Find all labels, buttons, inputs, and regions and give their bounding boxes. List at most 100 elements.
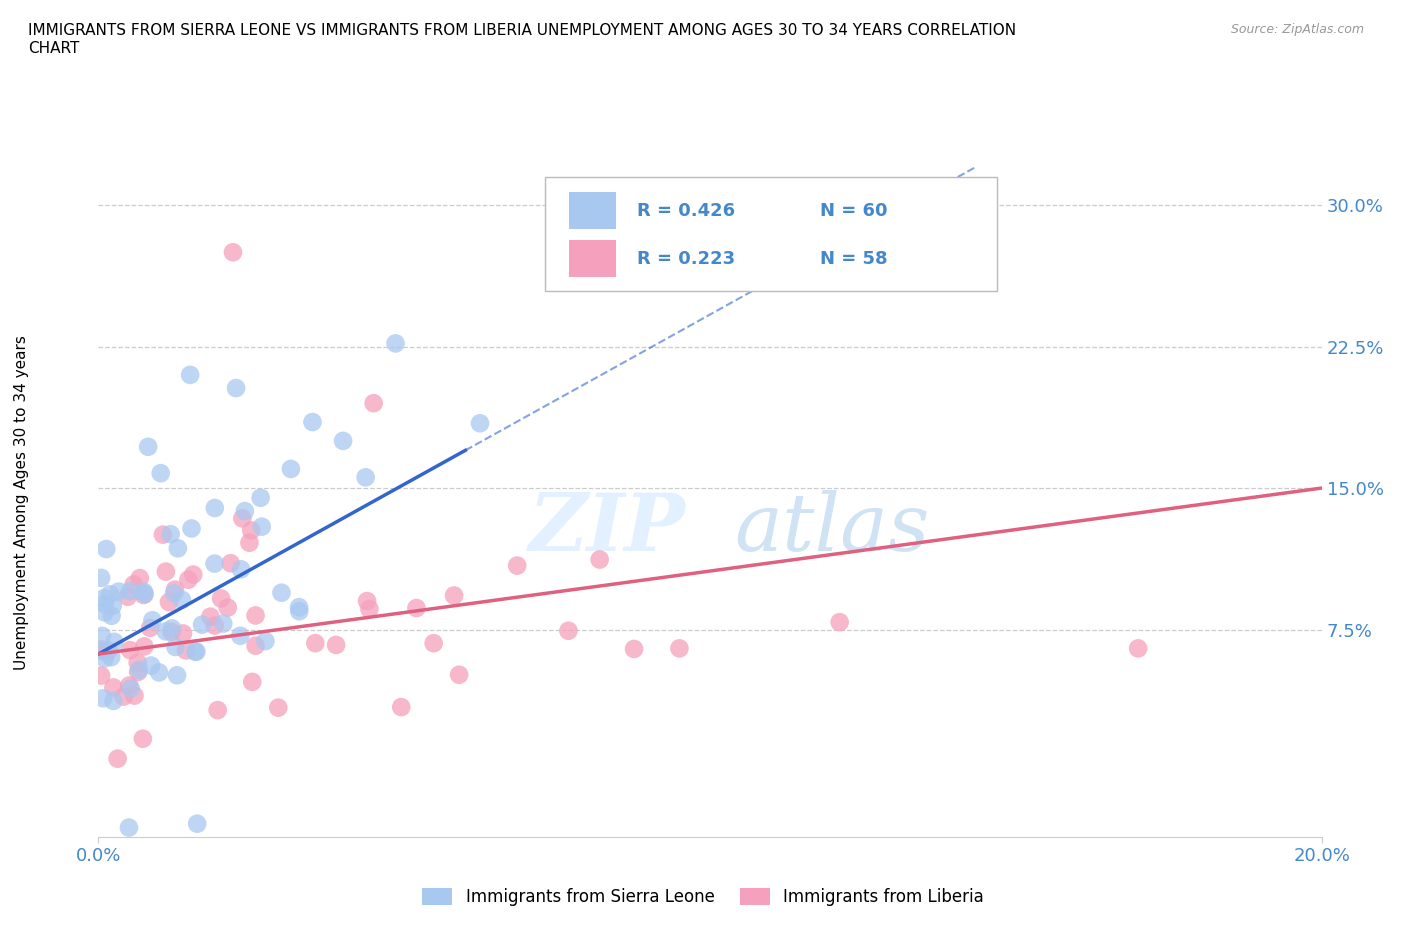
Point [134, 587, 156, 602]
Point [120, 681, 142, 696]
Point [98, 587, 121, 602]
Point [160, 625, 183, 640]
Point [181, 567, 204, 582]
Point [217, 600, 239, 615]
Point [118, 820, 141, 835]
Point [240, 674, 263, 689]
Point [250, 519, 273, 534]
Point [97, 644, 120, 658]
Point [204, 556, 226, 571]
Point [280, 461, 302, 476]
Point [468, 416, 491, 431]
Point [118, 678, 141, 693]
Text: atlas: atlas [734, 490, 929, 567]
Point [207, 703, 229, 718]
Point [117, 590, 139, 604]
Point [172, 626, 194, 641]
Point [225, 380, 247, 395]
Point [94, 597, 117, 612]
Point [122, 577, 145, 591]
Text: R = 0.223: R = 0.223 [637, 250, 735, 268]
Point [155, 624, 177, 639]
Point [332, 433, 354, 448]
Point [148, 665, 170, 680]
Point [240, 523, 263, 538]
Point [623, 642, 645, 657]
Point [179, 367, 201, 382]
Point [229, 629, 252, 644]
Point [363, 396, 385, 411]
Point [301, 415, 323, 430]
Point [159, 526, 181, 541]
Point [90, 668, 112, 683]
Point [588, 552, 610, 567]
Text: Unemployment Among Ages 30 to 34 years: Unemployment Among Ages 30 to 34 years [14, 335, 28, 670]
Point [127, 664, 149, 679]
Point [152, 527, 174, 542]
Point [212, 616, 235, 631]
Point [112, 689, 135, 704]
Text: Source: ZipAtlas.com: Source: ZipAtlas.com [1230, 23, 1364, 36]
Point [245, 608, 267, 623]
Point [506, 558, 529, 573]
Point [120, 584, 142, 599]
Point [177, 572, 200, 587]
Point [124, 688, 146, 703]
Point [219, 556, 242, 571]
Point [186, 817, 208, 831]
Point [160, 621, 183, 636]
Point [229, 562, 252, 577]
Point [103, 680, 125, 695]
Point [443, 588, 465, 603]
Point [384, 336, 406, 351]
Point [325, 637, 347, 652]
Point [127, 656, 149, 671]
Point [132, 731, 155, 746]
FancyBboxPatch shape [569, 193, 616, 229]
Point [132, 584, 155, 599]
Point [128, 662, 150, 677]
Point [231, 511, 253, 525]
Point [163, 586, 186, 601]
Point [180, 521, 202, 536]
Point [204, 618, 226, 633]
Point [90, 570, 112, 585]
Point [101, 598, 124, 613]
Point [166, 541, 188, 556]
Point [1128, 641, 1150, 656]
Point [405, 601, 427, 616]
Point [163, 582, 186, 597]
Point [166, 668, 188, 683]
Point [304, 636, 326, 651]
Point [254, 633, 277, 648]
Point [93, 644, 115, 658]
Point [136, 439, 159, 454]
Point [222, 245, 245, 259]
Point [200, 609, 222, 624]
Point [356, 593, 378, 608]
Point [204, 500, 226, 515]
Point [103, 694, 125, 709]
Point [90, 642, 112, 657]
Legend: Immigrants from Sierra Leone, Immigrants from Liberia: Immigrants from Sierra Leone, Immigrants… [416, 881, 990, 912]
Point [93, 591, 115, 605]
Text: R = 0.426: R = 0.426 [637, 202, 735, 219]
Point [139, 620, 162, 635]
Point [165, 640, 187, 655]
Point [100, 650, 122, 665]
Point [354, 470, 377, 485]
Point [91, 629, 114, 644]
Point [267, 700, 290, 715]
Point [93, 604, 115, 619]
Text: IMMIGRANTS FROM SIERRA LEONE VS IMMIGRANTS FROM LIBERIA UNEMPLOYMENT AMONG AGES : IMMIGRANTS FROM SIERRA LEONE VS IMMIGRAN… [28, 23, 1017, 56]
Point [120, 643, 142, 658]
Point [359, 602, 381, 617]
Point [141, 658, 163, 673]
Point [128, 571, 150, 586]
Point [170, 592, 193, 607]
Point [270, 585, 292, 600]
Point [557, 623, 579, 638]
Text: ZIP: ZIP [529, 490, 686, 567]
Point [209, 591, 232, 605]
Point [141, 613, 163, 628]
